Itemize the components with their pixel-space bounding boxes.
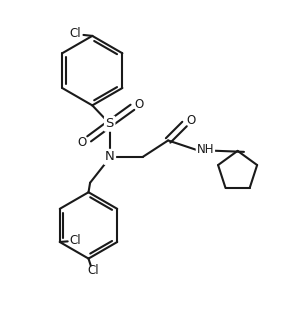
Text: N: N	[105, 150, 114, 163]
Text: O: O	[78, 136, 87, 149]
Text: S: S	[105, 117, 114, 130]
Text: Cl: Cl	[87, 264, 99, 277]
Text: Cl: Cl	[69, 27, 81, 40]
Text: O: O	[186, 114, 195, 127]
Text: O: O	[135, 98, 144, 111]
Text: NH: NH	[197, 143, 214, 156]
Text: Cl: Cl	[69, 234, 81, 247]
